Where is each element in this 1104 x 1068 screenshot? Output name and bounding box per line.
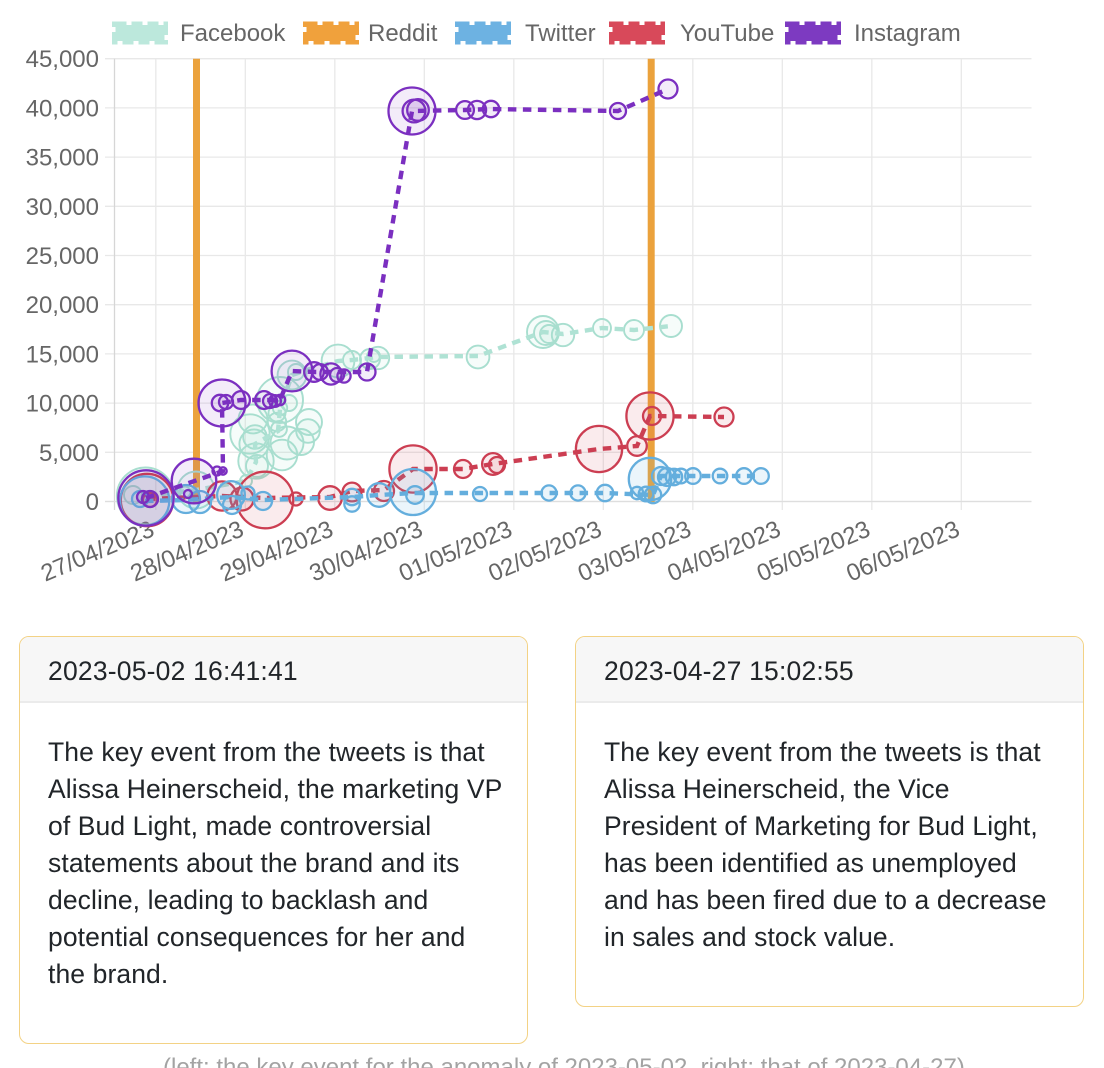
- svg-text:15,000: 15,000: [26, 341, 99, 368]
- svg-text:Instagram: Instagram: [854, 20, 961, 47]
- svg-text:0: 0: [86, 489, 99, 516]
- svg-text:30,000: 30,000: [26, 194, 99, 221]
- svg-text:25,000: 25,000: [26, 243, 99, 270]
- svg-text:40,000: 40,000: [26, 95, 99, 122]
- svg-text:Reddit: Reddit: [368, 20, 438, 47]
- svg-text:35,000: 35,000: [26, 145, 99, 172]
- svg-text:5,000: 5,000: [39, 440, 99, 467]
- svg-text:20,000: 20,000: [26, 292, 99, 319]
- svg-text:45,000: 45,000: [26, 46, 99, 73]
- svg-text:YouTube: YouTube: [680, 20, 774, 47]
- svg-text:Facebook: Facebook: [180, 20, 286, 47]
- svg-text:10,000: 10,000: [26, 391, 99, 418]
- svg-text:Twitter: Twitter: [525, 20, 596, 47]
